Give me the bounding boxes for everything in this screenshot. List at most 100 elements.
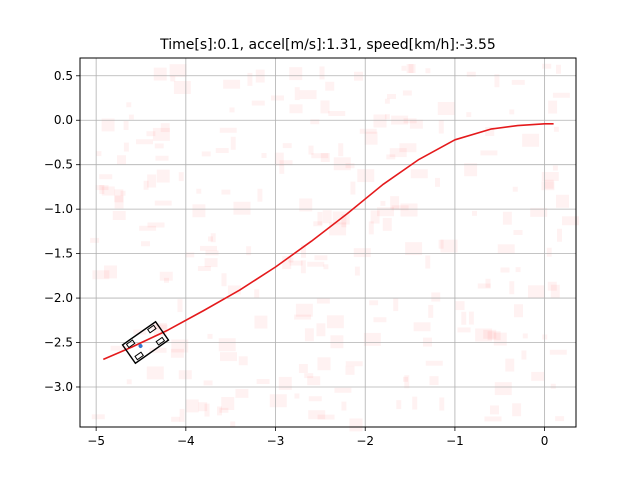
obstacle-point	[114, 195, 124, 209]
obstacle-point	[294, 87, 300, 101]
obstacle-point	[472, 210, 477, 216]
obstacle-point	[477, 283, 491, 289]
obstacle-point	[373, 317, 387, 323]
obstacle-point	[330, 335, 344, 349]
obstacle-point	[96, 151, 102, 157]
obstacle-point	[387, 94, 396, 99]
obstacle-point	[403, 376, 408, 382]
obstacle-point	[393, 298, 399, 312]
obstacle-point	[359, 128, 377, 134]
obstacle-point	[308, 410, 326, 420]
obstacle-point	[329, 222, 347, 236]
vehicle-body	[121, 320, 170, 365]
trajectory-line	[102, 123, 554, 361]
obstacle-point	[511, 79, 525, 85]
obstacle-point	[221, 273, 227, 287]
x-tick-label: 0	[541, 434, 549, 448]
y-tick-label: −0.5	[44, 158, 73, 172]
obstacle-point	[143, 180, 149, 190]
obstacle-point	[364, 131, 378, 145]
obstacle-point	[230, 136, 236, 150]
obstacle-point	[126, 379, 132, 385]
obstacle-point	[320, 100, 330, 114]
obstacle-point	[548, 100, 558, 114]
obstacle-point	[170, 76, 176, 82]
obstacle-point	[160, 123, 170, 133]
obstacle-point	[404, 375, 410, 389]
obstacle-point	[354, 266, 360, 276]
obstacle-point	[316, 298, 330, 304]
obstacle-point	[550, 383, 556, 389]
trajectory-series	[102, 123, 554, 361]
obstacle-point	[204, 403, 210, 417]
obstacle-point	[310, 119, 320, 125]
obstacle-point	[146, 366, 164, 380]
vehicle-outline	[121, 320, 170, 365]
obstacle-point	[485, 127, 495, 136]
obstacle-point	[308, 396, 322, 402]
obstacle-point	[522, 133, 540, 147]
obstacle-point	[438, 239, 444, 249]
obstacle-point	[104, 265, 117, 279]
obstacle-point	[204, 258, 218, 268]
y-tick-label: 0.0	[54, 113, 73, 127]
obstacle-point	[513, 230, 523, 235]
obstacle-point	[217, 406, 222, 416]
obstacle-point	[208, 236, 213, 242]
obstacle-point	[431, 292, 441, 302]
obstacle-point	[196, 188, 202, 194]
vehicle-wheel	[147, 324, 157, 334]
obstacle-point	[370, 210, 380, 224]
obstacle-point	[308, 145, 314, 155]
obstacle-point	[425, 360, 443, 366]
obstacle-point	[530, 207, 548, 217]
obstacle-point	[91, 414, 105, 420]
obstacle-point	[549, 349, 567, 355]
obstacle-point	[425, 255, 431, 269]
x-axis-ticks: −5 −4 −3 −2 −1 0	[87, 427, 548, 448]
obstacle-point	[185, 252, 195, 258]
obstacle-point	[192, 204, 206, 218]
obstacle-point	[552, 165, 558, 171]
obstacle-point	[357, 169, 375, 183]
obstacle-point	[326, 315, 344, 329]
y-tick-label: 0.5	[54, 69, 73, 83]
obstacle-point	[515, 267, 521, 273]
obstacle-point	[514, 304, 523, 318]
obstacle-point	[457, 327, 471, 333]
obstacle-point	[468, 311, 474, 325]
obstacle-point	[117, 155, 126, 165]
obstacle-point	[440, 239, 458, 253]
obstacle-point	[179, 408, 185, 422]
obstacle-point	[500, 267, 510, 273]
obstacle-point	[254, 315, 268, 329]
obstacle-point	[218, 338, 236, 352]
obstacle-point	[522, 333, 528, 339]
obstacle-point	[120, 190, 126, 196]
obstacle-point	[299, 90, 317, 100]
obstacle-point	[323, 264, 329, 270]
obstacle-point	[435, 177, 440, 187]
obstacle-point	[439, 397, 445, 411]
obstacle-point	[185, 399, 199, 413]
obstacle-point	[201, 151, 211, 157]
obstacle-point	[553, 126, 559, 132]
obstacle-point	[405, 242, 423, 256]
obstacle-point	[354, 71, 363, 81]
obstacle-point	[227, 285, 241, 295]
obstacle-point	[153, 67, 167, 81]
obstacle-point	[350, 181, 356, 195]
obstacle-point	[221, 397, 235, 410]
obstacle-point	[307, 376, 321, 386]
obstacle-point	[557, 228, 562, 242]
obstacle-point	[334, 387, 352, 393]
chart-title: Time[s]:0.1, accel[m/s]:1.31, speed[km/h…	[159, 37, 496, 53]
obstacle-point	[247, 72, 253, 86]
obstacle-point	[556, 194, 569, 208]
obstacle-point	[279, 160, 293, 166]
obstacle-point	[203, 380, 213, 386]
obstacle-point	[316, 323, 326, 337]
obstacle-point	[363, 332, 381, 346]
obstacle-point	[345, 163, 355, 169]
obstacle-point	[542, 63, 552, 69]
